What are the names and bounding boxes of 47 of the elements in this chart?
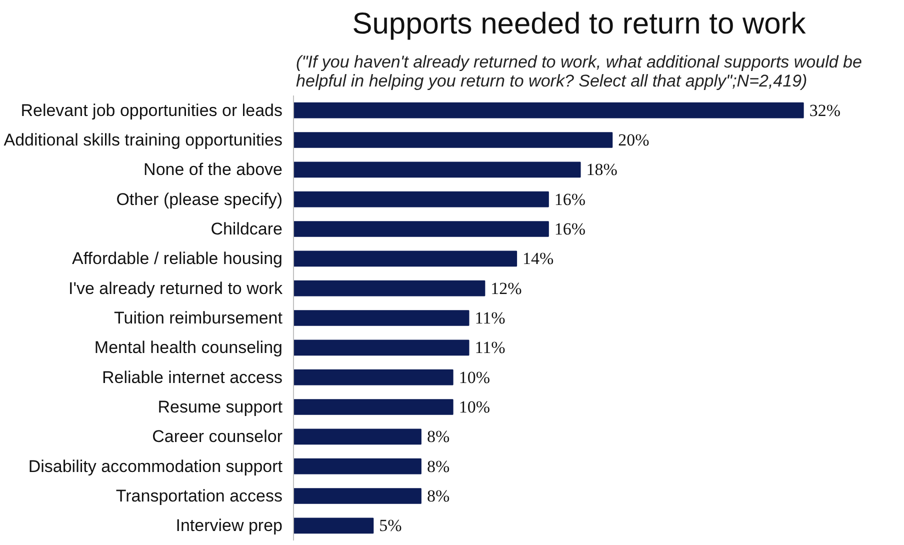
data-label: 5% bbox=[379, 516, 402, 536]
bar bbox=[294, 340, 470, 356]
y-tick-label: Mental health counseling bbox=[94, 338, 283, 358]
data-label: 16% bbox=[554, 190, 586, 209]
y-tick-label: Childcare bbox=[210, 220, 282, 238]
bar bbox=[294, 458, 422, 474]
data-label: 14% bbox=[522, 249, 554, 268]
y-tick-label: None of the above bbox=[144, 160, 283, 180]
bar bbox=[294, 488, 422, 504]
bar bbox=[294, 310, 470, 326]
y-tick-label: Disability accommodation support bbox=[28, 456, 283, 476]
y-tick-label: Other (please specify) bbox=[116, 190, 283, 209]
bar bbox=[294, 280, 486, 296]
data-label: 11% bbox=[474, 338, 506, 358]
bar bbox=[294, 428, 422, 445]
y-tick-label: Relevant job opportunities or leads bbox=[20, 100, 283, 120]
data-label: 20% bbox=[618, 130, 650, 150]
data-label: 18% bbox=[586, 160, 618, 180]
bar bbox=[294, 518, 374, 534]
bar bbox=[294, 399, 454, 415]
y-tick-label: Career counselor bbox=[152, 427, 283, 446]
data-label: 16% bbox=[554, 220, 586, 238]
data-label: 8% bbox=[426, 427, 450, 446]
y-tick-label: Additional skills training opportunities bbox=[4, 130, 282, 150]
data-label: 10% bbox=[458, 368, 490, 387]
data-label: 32% bbox=[809, 100, 840, 120]
data-label: 8% bbox=[426, 486, 450, 506]
data-label: 8% bbox=[426, 456, 450, 476]
y-tick-label: Reliable internet access bbox=[102, 368, 282, 387]
y-tick-label: Resume support bbox=[158, 398, 283, 416]
bar bbox=[294, 221, 549, 237]
y-tick-label: Transportation access bbox=[116, 486, 283, 506]
bar bbox=[294, 369, 454, 386]
bar bbox=[294, 191, 549, 208]
data-label: 12% bbox=[490, 278, 522, 298]
y-tick-label: Affordable / reliable housing bbox=[72, 249, 283, 268]
chart-title: Supports needed to return to work bbox=[352, 8, 807, 40]
bar bbox=[294, 162, 581, 178]
y-tick-label: Tuition reimbursement bbox=[114, 308, 283, 328]
bar bbox=[294, 102, 804, 118]
bar bbox=[294, 132, 613, 148]
y-tick-label: Interview prep bbox=[176, 516, 283, 536]
data-label: 10% bbox=[458, 398, 490, 416]
y-tick-label: I've already returned to work bbox=[68, 278, 283, 298]
data-label: 11% bbox=[474, 308, 506, 328]
chart-subtitle: ("If you haven't already returned to work, what additional supports would be helpful in helping you return to work? Select all that apply";N=2,419) bbox=[296, 52, 862, 90]
bar bbox=[294, 250, 518, 267]
